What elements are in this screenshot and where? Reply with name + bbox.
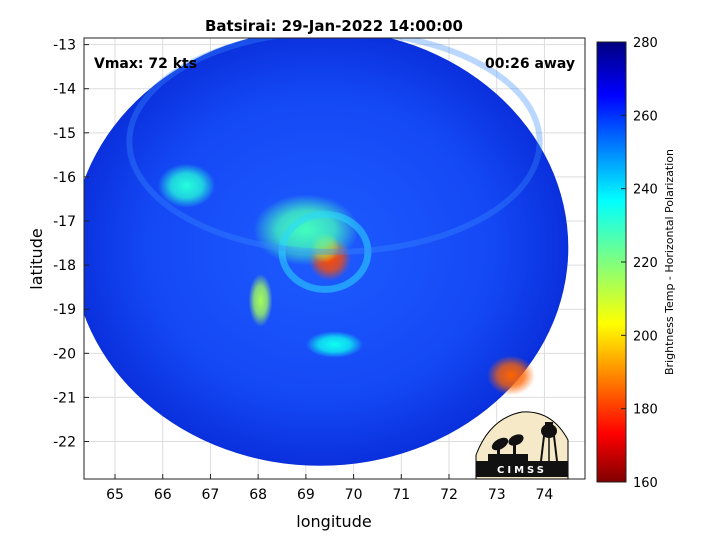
y-axis-label: latitude <box>27 228 46 289</box>
colorbar-tick-label: 260 <box>633 109 658 124</box>
x-tick-label: 71 <box>392 487 410 503</box>
x-ticks: 65 66 67 68 69 70 71 72 73 74 <box>106 474 553 503</box>
colorbar-label: Brightness Temp - Horizontal Polarizatio… <box>663 149 676 375</box>
x-tick-label: 65 <box>106 487 124 503</box>
x-tick-label: 68 <box>249 487 267 503</box>
x-axis-label: longitude <box>296 512 371 531</box>
satellite-dish-icon <box>488 434 528 461</box>
feature-northwest-cells <box>157 163 216 208</box>
y-tick-label: -20 <box>53 346 76 362</box>
y-ticks: -13 -14 -15 -16 -17 -18 -19 -20 -21 -22 <box>53 38 89 451</box>
convection-features <box>126 38 543 396</box>
water-tower-icon <box>540 422 558 462</box>
colorbar-tick-label: 160 <box>633 476 658 491</box>
y-tick-label: -13 <box>53 38 76 54</box>
y-tick-label: -14 <box>53 82 76 98</box>
x-tick-label: 67 <box>202 487 220 503</box>
y-tick-label: -19 <box>53 302 76 318</box>
vmax-label: Vmax: 72 kts <box>94 56 197 72</box>
colorbar-tick-label: 180 <box>633 403 658 418</box>
y-tick-label: -17 <box>53 214 76 230</box>
y-tick-label: -16 <box>53 170 76 186</box>
x-tick-label: 73 <box>488 487 506 503</box>
chart-title: Batsirai: 29-Jan-2022 14:00:00 <box>205 17 463 35</box>
cimss-logo: CIMSS <box>475 411 569 480</box>
plot-frame <box>83 37 586 480</box>
y-tick-label: -21 <box>53 390 76 406</box>
feature-west-band <box>248 273 273 327</box>
feature-south-band <box>305 331 364 358</box>
feature-southeast-convection <box>487 355 535 396</box>
y-tick-label: -18 <box>53 258 76 274</box>
x-tick-label: 69 <box>297 487 315 503</box>
x-tick-label: 66 <box>154 487 172 503</box>
cimss-logo-text: CIMSS <box>497 465 547 476</box>
y-tick-label: -22 <box>53 435 76 451</box>
colorbar-tick-label: 200 <box>633 329 658 344</box>
feature-eyewall-ring <box>278 210 372 293</box>
x-tick-label: 70 <box>345 487 363 503</box>
feature-outer-arc <box>126 38 543 255</box>
colorbar-tick-label: 280 <box>633 36 658 51</box>
x-tick-label: 72 <box>440 487 458 503</box>
y-tick-label: -15 <box>53 126 76 142</box>
time-offset-label: 00:26 away <box>485 56 575 72</box>
colorbar-ticks: 160 180 200 220 240 260 280 <box>621 36 658 491</box>
colorbar-tick-label: 240 <box>633 183 658 198</box>
x-tick-label: 74 <box>536 487 554 503</box>
colorbar-tick-label: 220 <box>633 256 658 271</box>
